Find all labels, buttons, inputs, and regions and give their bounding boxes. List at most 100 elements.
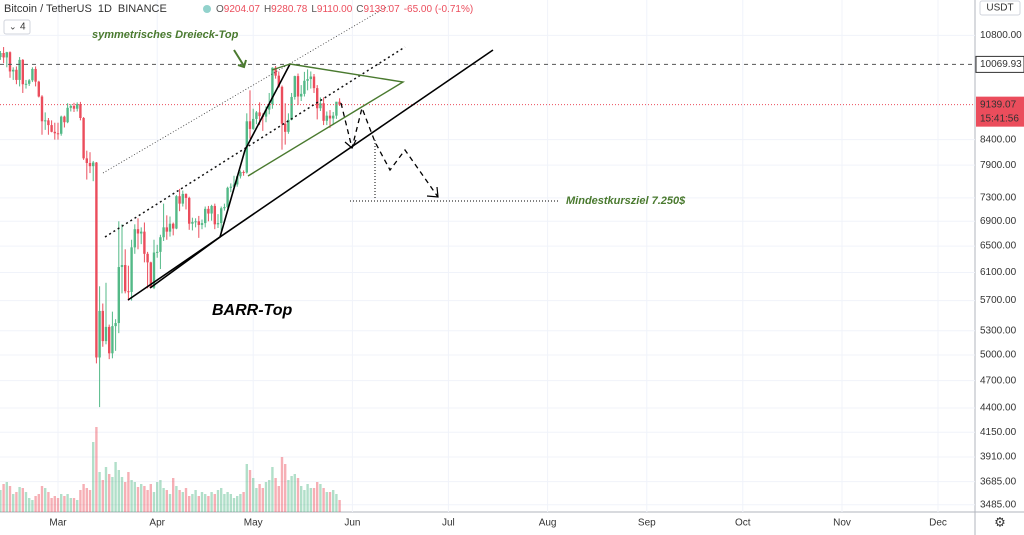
volume-bar (191, 494, 194, 512)
candle-body (15, 69, 18, 80)
x-tick-label: Dec (929, 518, 947, 529)
volume-bar (136, 487, 140, 512)
volume-bar (335, 494, 338, 512)
candle-body (149, 262, 153, 288)
candle-body (277, 75, 281, 87)
volume-bar (264, 482, 268, 512)
x-tick-label: Sep (638, 518, 656, 529)
candle-body (303, 80, 306, 94)
candle-body (133, 229, 137, 248)
volume-bar (280, 457, 284, 512)
ohlc-value: 9139.07 (364, 4, 401, 15)
volume-bar (127, 472, 130, 512)
candle-body (168, 223, 172, 232)
volume-bar (303, 490, 306, 512)
volume-bar (82, 484, 85, 512)
x-tick-label: Aug (539, 518, 557, 529)
volume-bar (287, 480, 290, 512)
candle-body (287, 119, 290, 132)
arrow (233, 49, 247, 69)
volume-bar (72, 498, 76, 512)
candle-body (188, 197, 191, 224)
candle-body (69, 105, 73, 108)
indicator-toggle[interactable] (3, 19, 31, 35)
volume-bar (18, 487, 21, 512)
volume-bar (8, 486, 12, 512)
volume-bar (175, 486, 178, 512)
candle-body (319, 103, 322, 109)
candle-body (146, 253, 149, 263)
candle-body (53, 131, 57, 134)
volume-bar (325, 492, 329, 512)
volume-bar (66, 494, 69, 512)
candle-body (130, 247, 133, 292)
ohlc-value: 9204.07 (224, 4, 261, 15)
volume-bar (216, 490, 220, 512)
volume-bar (146, 490, 149, 512)
ohlc-key: H (264, 4, 271, 15)
candle-body (178, 196, 181, 204)
volume-bar (229, 494, 233, 512)
candle-body (56, 133, 60, 135)
candle-body (290, 96, 293, 120)
volume-bar (53, 496, 57, 512)
volume-bar (316, 482, 319, 512)
volume-bar (258, 484, 261, 512)
candle-body (2, 53, 5, 58)
volume-bar (188, 496, 191, 512)
candle-body (114, 323, 117, 327)
candle-body (335, 101, 338, 116)
volume-bar (162, 488, 165, 512)
candle-body (37, 81, 41, 97)
volume-bar (322, 488, 325, 512)
candle-body (72, 105, 76, 109)
volume-bar (207, 496, 210, 512)
volume-bar (271, 467, 274, 512)
candle-body (248, 121, 252, 129)
triangle (271, 63, 291, 71)
candle-body (172, 223, 175, 229)
volume-bar (172, 478, 175, 512)
volume-bar (63, 496, 66, 512)
level-label: 10069.93 (980, 59, 1022, 70)
candle-body (21, 59, 25, 85)
volume-bar (197, 496, 201, 512)
candle-body (108, 326, 111, 354)
y-tick-label: 3910.00 (980, 452, 1017, 463)
volume-bar (242, 492, 245, 512)
volume-bar (15, 492, 18, 512)
candle-body (293, 76, 297, 97)
candle-body (184, 193, 188, 198)
candle-body (309, 76, 313, 80)
settings-icon[interactable]: ⚙ (994, 514, 1006, 529)
volume-bar (252, 478, 255, 512)
volume-bar (159, 480, 162, 512)
volume-bar (34, 496, 37, 512)
candle-body (338, 101, 341, 105)
volume-bar (120, 477, 124, 512)
candle-body (18, 59, 21, 80)
candle-body (156, 251, 159, 253)
candle-body (152, 252, 156, 288)
candle-body (5, 52, 9, 58)
volume-bar (245, 464, 249, 512)
countdown: 15:41:56 (980, 113, 1019, 124)
candle-body (12, 69, 15, 72)
volume-bar (111, 477, 114, 512)
y-tick-label: 8400.00 (980, 134, 1017, 145)
triangle (247, 63, 405, 177)
volume-bar (248, 470, 252, 512)
candle-body (47, 120, 50, 126)
price-label: 9139.07 (980, 99, 1017, 110)
candle-body (226, 187, 229, 208)
price-axis (975, 0, 1024, 535)
volume-bar (104, 467, 108, 512)
volume-bar (236, 496, 239, 512)
volume-bar (50, 498, 53, 512)
annotation: BARR-Top (212, 302, 293, 319)
currency-button[interactable] (979, 0, 1021, 16)
exchange: BINANCE (118, 3, 167, 15)
volume-bar (165, 490, 169, 512)
